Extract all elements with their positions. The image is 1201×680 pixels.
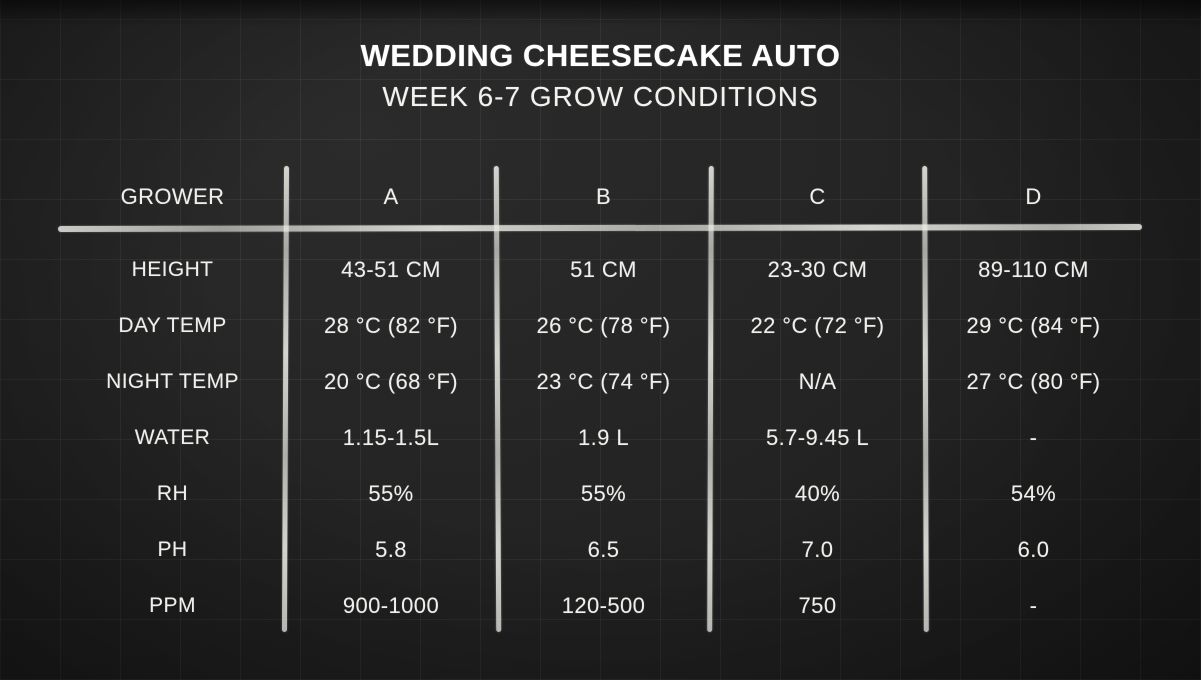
header: WEDDING CHEESECAKE AUTO WEEK 6-7 GROW CO… xyxy=(0,38,1201,113)
value-cell-ph-d: 6.0 xyxy=(1017,537,1050,562)
value-cell-height-b: 51 CM xyxy=(570,257,637,282)
value-cell-rh-b: 55% xyxy=(580,481,627,506)
page-subtitle: WEEK 6-7 GROW CONDITIONS xyxy=(382,81,819,112)
value-cell-night-temp-a: 20 °C (68 °F) xyxy=(323,369,459,394)
value-cell-ppm-a: 900-1000 xyxy=(342,593,440,618)
row-label-rh: RH xyxy=(156,482,189,505)
value-cell-ph-b: 6.5 xyxy=(587,537,620,562)
value-cell-rh-d: 54% xyxy=(1010,481,1057,506)
grow-conditions-table: GROWER A B C D HEIGHT 43-51 CM 51 CM 23-… xyxy=(57,165,1143,634)
value-cell-ph-a: 5.8 xyxy=(375,537,407,562)
value-cell-ppm-b: 120-500 xyxy=(561,593,646,618)
row-label-night-temp: NIGHT TEMP xyxy=(106,370,239,393)
row-label-height: HEIGHT xyxy=(131,258,214,281)
column-header-d: D xyxy=(1025,184,1042,209)
row-label-day-temp: DAY TEMP xyxy=(118,314,227,337)
value-cell-water-c: 5.7-9.45 L xyxy=(765,425,870,450)
row-label-ph: PH xyxy=(157,538,188,561)
column-header-b: B xyxy=(595,184,612,209)
column-header-c: C xyxy=(809,184,826,209)
value-cell-night-temp-b: 23 °C (74 °F) xyxy=(536,369,671,394)
value-cell-rh-c: 40% xyxy=(794,481,841,506)
value-cell-height-c: 23-30 CM xyxy=(767,257,868,282)
value-cell-day-temp-d: 29 °C (84 °F) xyxy=(966,313,1101,338)
value-cell-rh-a: 55% xyxy=(368,481,414,506)
value-cell-ppm-d: - xyxy=(1029,593,1038,618)
value-cell-water-a: 1.15-1.5L xyxy=(342,425,440,450)
value-cell-water-d: - xyxy=(1029,425,1038,450)
value-cell-water-b: 1.9 L xyxy=(578,425,629,450)
value-cell-height-a: 43-51 CM xyxy=(341,257,441,282)
value-cell-height-d: 89-110 CM xyxy=(978,257,1089,282)
value-cell-ph-c: 7.0 xyxy=(801,537,834,562)
value-cell-day-temp-c: 22 °C (72 °F) xyxy=(750,313,885,338)
value-cell-night-temp-c: N/A xyxy=(798,369,837,394)
row-label-ppm: PPM xyxy=(149,594,196,617)
value-cell-day-temp-b: 26 °C (78 °F) xyxy=(536,313,671,338)
row-label-water: WATER xyxy=(134,426,211,449)
column-header-a: A xyxy=(383,184,399,209)
column-header-grower: GROWER xyxy=(120,184,225,209)
value-cell-ppm-c: 750 xyxy=(798,593,837,618)
page-title: WEDDING CHEESECAKE AUTO xyxy=(360,38,841,73)
value-cell-day-temp-a: 28 °C (82 °F) xyxy=(323,313,459,338)
value-cell-night-temp-d: 27 °C (80 °F) xyxy=(966,369,1101,394)
